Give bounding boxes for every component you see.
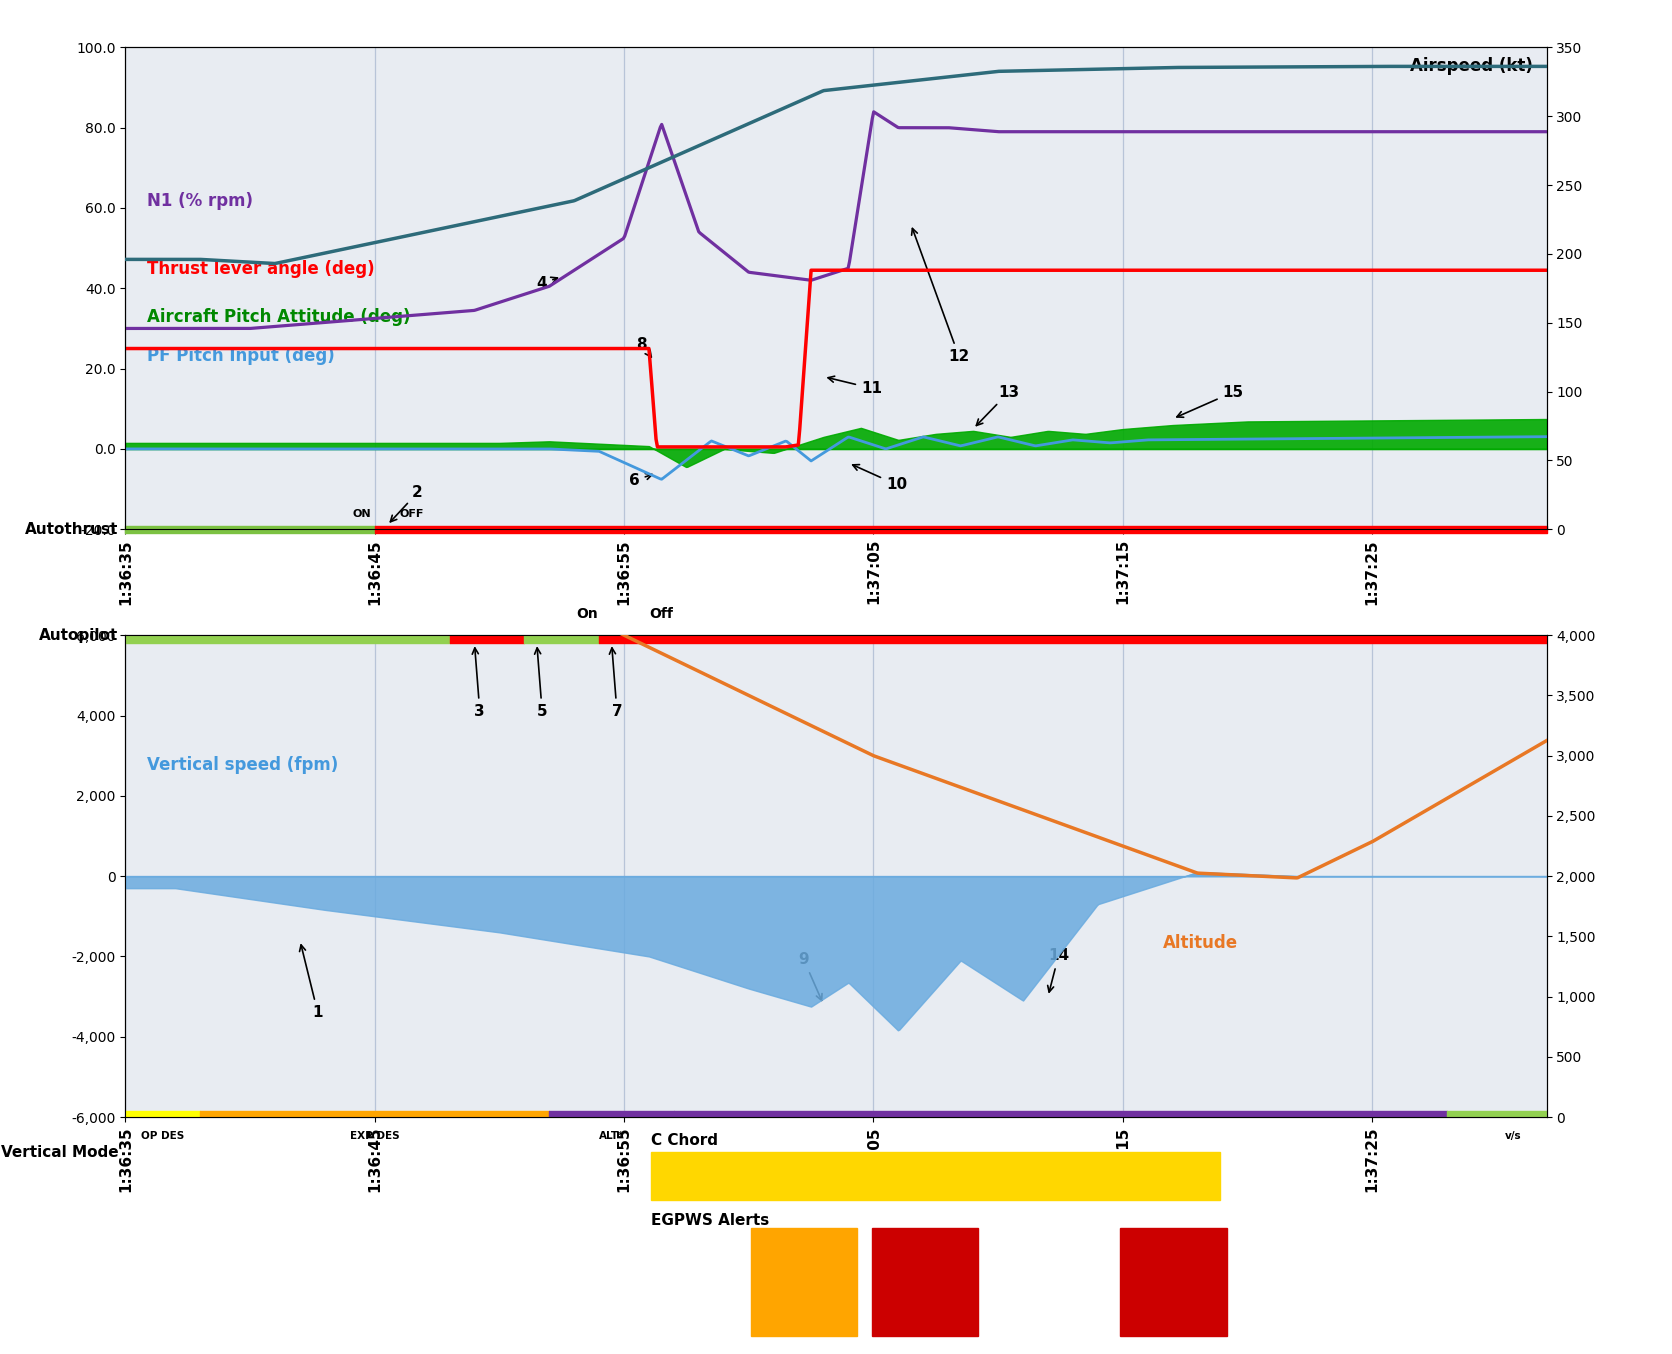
Text: 9: 9 (799, 952, 823, 1001)
Text: Autothrust: Autothrust (25, 521, 119, 536)
Text: C Chord: C Chord (650, 1133, 719, 1148)
Text: Terrain
Ahead Pull
Up: Terrain Ahead Pull Up (891, 1266, 958, 1298)
Text: On: On (575, 607, 597, 621)
Text: N1 (% rpm): N1 (% rpm) (147, 192, 252, 210)
Text: Sink
Rate: Sink Rate (788, 1269, 821, 1296)
Text: 7: 7 (609, 647, 622, 719)
Text: PF Pitch Input (deg): PF Pitch Input (deg) (147, 347, 334, 364)
Text: OFF: OFF (400, 509, 425, 519)
Text: ON: ON (353, 509, 371, 519)
Text: 3: 3 (472, 647, 485, 719)
Text: 2: 2 (390, 485, 423, 521)
Text: 4: 4 (537, 276, 557, 291)
Text: 1: 1 (299, 945, 323, 1020)
Text: 8: 8 (637, 337, 652, 357)
Text: Airspeed (kt): Airspeed (kt) (1409, 57, 1533, 74)
Text: 14: 14 (1048, 948, 1068, 992)
Text: ALT*: ALT* (599, 1131, 624, 1141)
Text: 13: 13 (976, 385, 1020, 425)
Text: Vertical Mode: Vertical Mode (0, 1145, 119, 1160)
Bar (751, 1228, 858, 1336)
Text: EXP DES: EXP DES (349, 1131, 400, 1141)
Text: Thrust lever angle (deg): Thrust lever angle (deg) (147, 260, 375, 278)
Text: Off: Off (649, 607, 674, 621)
Text: 5: 5 (535, 647, 547, 719)
Bar (650, 1152, 1219, 1200)
Text: 11: 11 (828, 376, 881, 395)
Text: Altitude: Altitude (1164, 934, 1237, 952)
Text: Vertical speed (fpm): Vertical speed (fpm) (147, 756, 338, 774)
Text: EGPWS Alerts: EGPWS Alerts (650, 1213, 769, 1228)
Text: 15: 15 (1177, 385, 1244, 417)
Text: Autopilot: Autopilot (38, 628, 119, 643)
Text: 10: 10 (853, 464, 906, 492)
Text: v/s: v/s (1505, 1131, 1522, 1141)
Bar (871, 1228, 978, 1336)
Text: Aircraft Pitch Attitude (deg): Aircraft Pitch Attitude (deg) (147, 307, 410, 326)
Text: 12: 12 (911, 229, 970, 364)
Text: OP DES: OP DES (140, 1131, 184, 1141)
Text: 6: 6 (629, 473, 652, 487)
Text: Terrain
Terrain: Terrain Terrain (1149, 1269, 1199, 1296)
Bar (1120, 1228, 1227, 1336)
